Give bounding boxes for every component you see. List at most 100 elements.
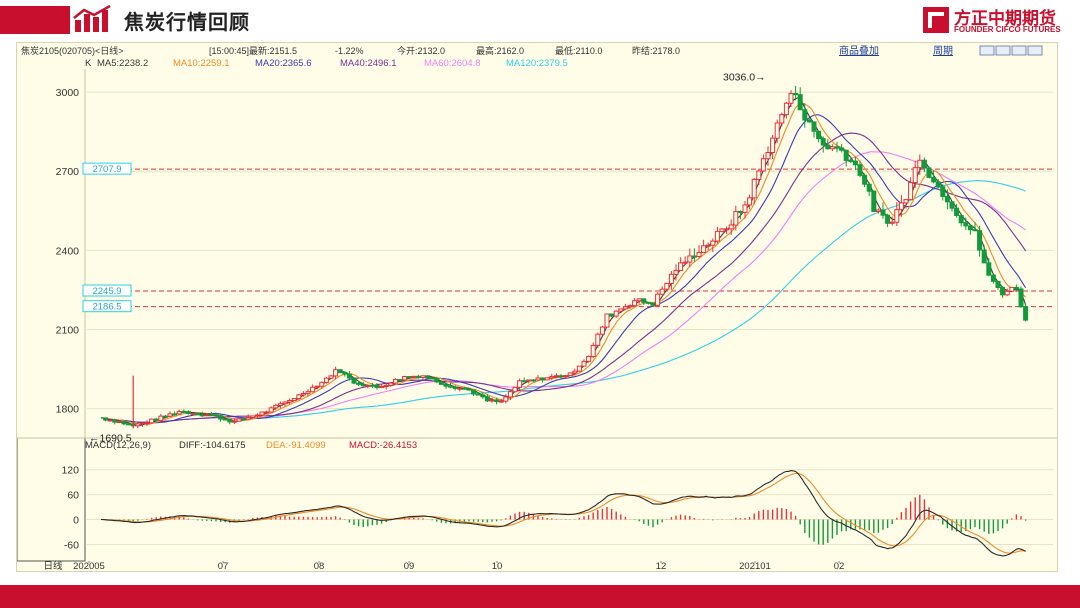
candle-body [213, 414, 219, 417]
candle-body [319, 381, 325, 387]
window-controls[interactable] [979, 45, 1043, 56]
candle-body [365, 384, 371, 387]
candle-body [655, 293, 661, 306]
y-tick-label: 1800 [56, 404, 80, 416]
time-label: [15:00:45] [209, 46, 249, 56]
candle-body [756, 170, 762, 180]
candle-body [701, 245, 707, 253]
candle-body [691, 255, 697, 258]
add-product-link[interactable]: 商品叠加 [839, 44, 879, 57]
annotations: 3036.0→ ←1690.5 [89, 72, 766, 445]
scroll-right-button[interactable] [995, 45, 1011, 56]
candle-body [954, 207, 960, 217]
candle-body [572, 370, 578, 374]
zoom-out-button[interactable] [1027, 45, 1043, 56]
candle-body [494, 399, 500, 403]
candle-body [153, 418, 159, 421]
candle-body [471, 389, 477, 395]
candle-body [673, 269, 679, 275]
candle-body [788, 92, 794, 104]
candle-body [438, 381, 444, 385]
candle-body [392, 379, 398, 384]
candle-body [866, 183, 872, 192]
candle-body [323, 377, 329, 383]
candle-body [678, 262, 684, 271]
candle-body [526, 379, 532, 382]
low-label: 最低:2110.0 [555, 45, 602, 56]
candle-body [894, 209, 900, 223]
candle-body [687, 255, 693, 263]
candle-body [747, 197, 753, 206]
candle-body [448, 385, 454, 388]
macd-tick-label: -60 [64, 539, 79, 551]
candle-body [834, 146, 840, 149]
candle-body [139, 422, 145, 425]
candle-body [765, 152, 771, 160]
candle-body [724, 228, 730, 231]
page-title: 焦炭行情回顾 [124, 10, 250, 34]
candle-body [461, 387, 467, 390]
contract-label: 焦炭2105(020705)<日线> [21, 45, 124, 56]
x-tick-label: 202101 [739, 561, 771, 571]
scroll-left-button[interactable] [979, 45, 995, 56]
candle-body [931, 176, 937, 183]
period-link[interactable]: 周期 [933, 45, 953, 57]
candle-body [825, 144, 831, 150]
open-label: 今开:2132.0 [397, 45, 445, 56]
zoom-in-button[interactable] [1011, 45, 1027, 56]
candle-body [480, 394, 486, 398]
candle-body [411, 375, 417, 378]
candle-body [802, 109, 808, 121]
x-tick-label: 日线 [43, 560, 63, 571]
candle-body [176, 410, 182, 415]
candle-body [645, 301, 651, 304]
candle-body [549, 375, 555, 379]
candle-body [622, 306, 628, 310]
candle-body [254, 414, 260, 417]
x-tick-label: 02 [834, 561, 845, 571]
candle-body [852, 160, 858, 166]
candle-body [498, 400, 504, 403]
candle-body [489, 399, 495, 402]
candle-body [977, 230, 983, 251]
candle-body [871, 190, 877, 212]
x-tick-label: 09 [404, 561, 415, 571]
candle-body [264, 411, 270, 414]
candle-body [517, 380, 523, 388]
candle-body [535, 377, 541, 381]
candle-body [397, 379, 403, 382]
candle-body [540, 377, 546, 381]
brand-name-en: FOUNDER CIFCO FUTURES [954, 25, 1061, 34]
candle-body [466, 388, 472, 391]
low-annotation: ←1690.5 [89, 433, 132, 445]
candle-body [875, 209, 881, 212]
candle-body [613, 310, 619, 317]
candle-body [167, 413, 173, 417]
price-line-tag [82, 300, 132, 313]
candle-body [770, 137, 776, 154]
candle-body [443, 383, 449, 387]
macd-dea-legend: DEA:-91.4099 [266, 440, 326, 451]
candle-body [144, 422, 150, 425]
candle-body [1013, 286, 1019, 290]
candle-body [558, 375, 564, 378]
candle-body [917, 159, 923, 169]
candle-body [282, 401, 288, 405]
x-tick-label: 08 [314, 561, 325, 571]
candle-body [650, 302, 656, 306]
y-tick-label: 2100 [56, 324, 80, 336]
candle-body [475, 393, 481, 396]
header-accent-block [0, 6, 70, 34]
candle-body [935, 181, 941, 188]
candle-body [383, 384, 389, 387]
high-annotation: 3036.0→ [723, 72, 766, 84]
candle-body [530, 379, 536, 382]
candle-body [374, 384, 380, 389]
candle-body [848, 159, 854, 162]
candle-body [586, 355, 592, 362]
candle-body [351, 377, 357, 384]
candle-body [981, 249, 987, 264]
candle-body [912, 167, 918, 184]
candle-body [360, 383, 366, 387]
candle-body [889, 221, 895, 224]
